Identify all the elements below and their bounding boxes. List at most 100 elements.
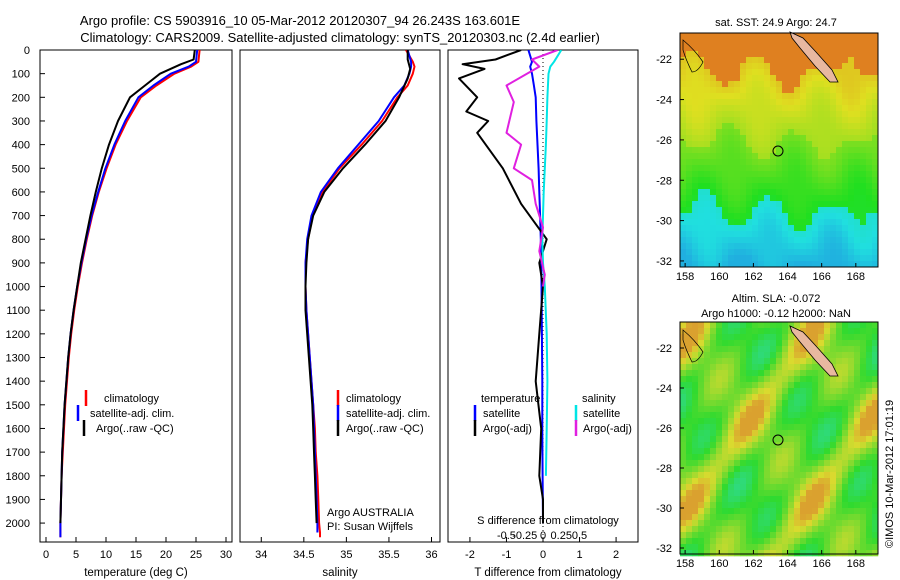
map-cell (752, 93, 759, 100)
map-cell (758, 328, 765, 335)
argo-raw-qc--line (304, 50, 412, 524)
sal-legend-satellite-label: satellite-adj. clim. (346, 408, 430, 420)
map-cell (818, 454, 825, 461)
salinity-argo-adj--line (505, 50, 558, 287)
map-cell (824, 388, 831, 395)
map-cell (788, 87, 795, 94)
map-cell (824, 189, 831, 196)
map-cell (770, 183, 777, 190)
map-cell (800, 33, 807, 40)
map-cell (824, 442, 831, 449)
map-cell (722, 117, 729, 124)
map-cell (746, 370, 753, 377)
map-cell (764, 63, 771, 70)
map-cell (848, 406, 855, 413)
lat-tick-label: -22 (656, 54, 672, 66)
map-cell (842, 201, 849, 208)
map-cell (860, 117, 867, 124)
map-cell (776, 201, 783, 208)
map-cell (824, 418, 831, 425)
map-cell (722, 550, 729, 557)
map-cell (854, 249, 861, 256)
map-cell (788, 45, 795, 52)
map-cell (764, 75, 771, 82)
map-cell (686, 129, 693, 136)
map-cell (836, 57, 843, 64)
map-cell (698, 514, 705, 521)
map-cell (740, 538, 747, 545)
map-cell (872, 171, 879, 178)
map-cell (716, 231, 723, 238)
map-cell (794, 532, 801, 539)
map-cell (758, 189, 765, 196)
map-cell (770, 490, 777, 497)
map-cell (686, 147, 693, 154)
map-cell (836, 466, 843, 473)
map-cell (686, 478, 693, 485)
map-cell (752, 105, 759, 112)
map-cell (734, 514, 741, 521)
map-cell (860, 207, 867, 214)
map-cell (824, 382, 831, 389)
map-cell (758, 466, 765, 473)
map-cell (764, 340, 771, 347)
map-cell (758, 400, 765, 407)
map-cell (824, 51, 831, 58)
map-cell (818, 141, 825, 148)
map-cell (770, 406, 777, 413)
map-cell (764, 99, 771, 106)
map-cell (830, 460, 837, 467)
map-cell (764, 454, 771, 461)
map-cell (788, 39, 795, 46)
map-cell (848, 460, 855, 467)
map-cell (872, 237, 879, 244)
map-cell (752, 117, 759, 124)
map-cell (722, 400, 729, 407)
map-cell (680, 382, 687, 389)
map-cell (782, 538, 789, 545)
map-cell (824, 490, 831, 497)
map-cell (806, 69, 813, 76)
map-cell (680, 442, 687, 449)
map-cell (842, 508, 849, 515)
map-cell (860, 508, 867, 515)
map-cell (854, 412, 861, 419)
map-cell (686, 460, 693, 467)
map-cell (836, 430, 843, 437)
map-cell (776, 394, 783, 401)
map-cell (770, 189, 777, 196)
map-cell (680, 496, 687, 503)
map-cell (806, 400, 813, 407)
map-cell (776, 243, 783, 250)
map-cell (758, 45, 765, 52)
map-cell (800, 147, 807, 154)
map-cell (764, 165, 771, 172)
map-cell (764, 496, 771, 503)
credit-line2: PI: Susan Wijffels (327, 521, 413, 533)
map-cell (680, 249, 687, 256)
map-cell (806, 165, 813, 172)
map-cell (836, 141, 843, 148)
map-cell (782, 502, 789, 509)
map-cell (698, 129, 705, 136)
map-cell (782, 189, 789, 196)
map-cell (680, 195, 687, 202)
depth-tick-label: 1200 (6, 329, 30, 341)
map-cell (770, 201, 777, 208)
map-cell (824, 352, 831, 359)
map-cell (830, 412, 837, 419)
map-cell (716, 394, 723, 401)
map-cell (788, 159, 795, 166)
map-cell (776, 195, 783, 202)
map-cell (848, 165, 855, 172)
sst-map-frame (679, 32, 879, 268)
map-cell (866, 418, 873, 425)
map-cell (800, 364, 807, 371)
map-cell (776, 490, 783, 497)
map-cell (680, 352, 687, 359)
map-cell (782, 111, 789, 118)
map-cell (848, 123, 855, 130)
map-cell (764, 346, 771, 353)
map-cell (680, 520, 687, 527)
map-cell (740, 328, 747, 335)
